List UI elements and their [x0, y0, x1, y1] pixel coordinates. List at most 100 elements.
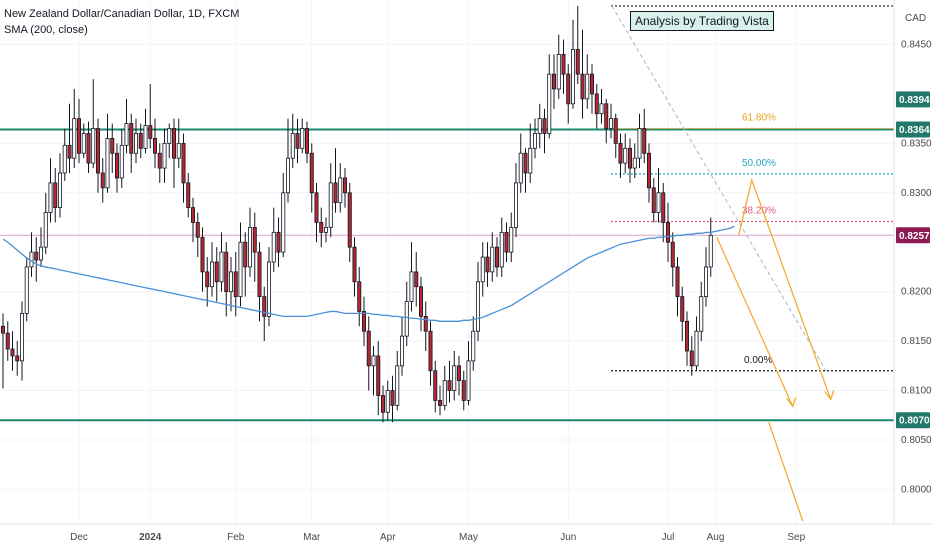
candle-down	[358, 282, 361, 312]
candle-down	[35, 252, 38, 260]
candle-down	[130, 124, 133, 154]
candle-down	[215, 262, 218, 282]
candle-down	[429, 331, 432, 371]
x-tick-label: Jun	[560, 532, 576, 543]
candle-down	[690, 351, 693, 366]
candle-up	[39, 247, 42, 260]
candle-down	[115, 153, 118, 178]
candle-down	[605, 104, 608, 129]
candle-up	[106, 138, 109, 187]
candle-down	[139, 133, 142, 148]
candle-down	[590, 74, 593, 94]
candle-up	[44, 213, 47, 248]
candle-up	[533, 133, 536, 148]
candle-down	[676, 267, 679, 297]
y-tick-label: 0.82000	[901, 287, 932, 298]
candle-up	[481, 257, 484, 282]
candle-up	[272, 232, 275, 262]
candle-up	[405, 302, 408, 337]
candle-down	[182, 143, 185, 183]
x-tick-label: Sep	[787, 532, 805, 543]
candle-down	[628, 148, 631, 168]
candle-down	[310, 153, 313, 193]
candle-down	[320, 222, 323, 232]
candle-up	[386, 391, 389, 413]
candle-up	[519, 153, 522, 183]
x-tick-label: Dec	[70, 532, 88, 543]
candle-down	[362, 311, 365, 331]
x-tick-label: Aug	[707, 532, 725, 543]
candle-up	[500, 232, 503, 267]
candle-up	[638, 129, 641, 159]
candle-up	[400, 336, 403, 366]
time-axis: Dec 2024 Feb Mar Apr May Jun Jul Aug Sep	[70, 532, 805, 543]
candle-up	[609, 119, 612, 129]
candle-down	[111, 138, 114, 153]
price-badge-label: 0.83640	[899, 125, 932, 136]
candle-up	[529, 148, 532, 173]
candle-up	[125, 124, 128, 146]
candle-down	[6, 333, 9, 349]
grid	[0, 0, 894, 524]
candle-up	[20, 313, 23, 360]
candle-up	[210, 262, 213, 287]
candle-up	[709, 235, 712, 267]
candle-down	[158, 153, 161, 168]
candle-down	[277, 232, 280, 252]
projection-arrow-line	[769, 422, 803, 521]
candle-up	[538, 119, 541, 134]
candle-down	[619, 143, 622, 163]
candle-up	[239, 242, 242, 296]
fib-level-label: 50.00%	[742, 158, 776, 169]
candle-down	[172, 129, 175, 159]
candle-down	[381, 395, 384, 412]
candle-up	[491, 247, 494, 272]
candle-down	[391, 391, 394, 406]
x-tick-label: May	[459, 532, 478, 543]
candle-down	[524, 153, 527, 173]
fib-level-label: 38.20%	[742, 205, 776, 216]
candle-down	[263, 297, 266, 317]
candle-up	[657, 193, 660, 213]
candle-up	[700, 297, 703, 332]
chart-legend: New Zealand Dollar/Canadian Dollar, 1D, …	[4, 6, 239, 38]
candle-up	[704, 267, 707, 297]
candle-down	[543, 119, 546, 134]
candle-down	[614, 119, 617, 144]
candle-up	[324, 227, 327, 232]
candle-up	[301, 129, 304, 149]
candle-up	[25, 267, 28, 313]
candle-down	[87, 133, 90, 163]
candle-down	[377, 356, 380, 396]
candle-down	[562, 54, 565, 74]
candle-up	[372, 356, 375, 366]
candle-down	[305, 129, 308, 154]
candle-down	[495, 247, 498, 267]
candle-up	[267, 262, 270, 316]
candle-down	[353, 247, 356, 282]
candle-up	[144, 126, 147, 149]
y-tick-label: 0.84500	[901, 39, 932, 50]
candle-down	[552, 74, 555, 89]
candle-down	[681, 297, 684, 322]
candle-up	[229, 272, 232, 292]
candle-up	[49, 183, 52, 213]
currency-label: CAD	[905, 13, 926, 24]
candle-down	[149, 126, 152, 139]
candle-up	[248, 227, 251, 267]
candle-up	[339, 178, 342, 203]
candle-up	[396, 366, 399, 406]
candle-down	[647, 153, 650, 188]
candle-up	[514, 183, 517, 227]
candle-down	[462, 381, 465, 401]
candle-up	[58, 173, 61, 208]
candle-down	[206, 272, 209, 287]
x-tick-label: Mar	[303, 532, 321, 543]
candle-down	[101, 173, 104, 188]
price-badge-label: 0.83945	[899, 95, 932, 106]
candle-up	[282, 193, 285, 252]
candle-down	[415, 272, 418, 287]
